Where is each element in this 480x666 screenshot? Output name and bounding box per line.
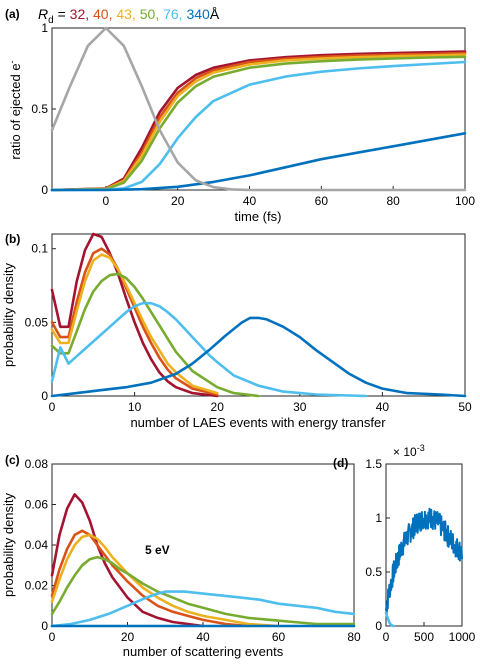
legend-separator: , [109,6,117,22]
legend-subscript: d [48,15,54,26]
legend-entry-340: 340 [186,6,210,22]
panel-c-xlabel: number of scattering events [123,644,284,659]
panel-d-ytick-label: 0 [375,619,382,633]
panel-b-plot: 0 10 20 30 40 50 0 0.05 0.1 [25,232,472,414]
panel-c-ytick-label: 0.02 [25,579,49,593]
legend-entry-40: 40 [93,6,109,22]
legend-separator: , [179,6,187,22]
panel-a-ytick-label: 0 [41,183,48,197]
panel-c-xtick-label: 60 [272,630,286,644]
panel-c-xtick-label: 40 [196,630,210,644]
panel-d-xtick-label: 1000 [449,630,476,644]
legend-entry-50: 50 [140,6,156,22]
panel-c-xtick-label: 80 [347,630,361,644]
panel-c-annotation: 5 eV [145,543,170,557]
panel-a: (a) Rd = 32, 40, 43, 50, 76, 340Å 0 20 40 6… [5,6,475,224]
legend: Rd = 32, 40, 43, 50, 76, 340Å [38,6,220,26]
panel-c-series-76 [50,590,356,628]
legend-equals: = [54,6,70,22]
legend-symbol: R [38,6,48,22]
panel-c-series-32 [50,493,205,628]
legend-separator: , [155,6,163,22]
panel-b-axes [51,233,466,397]
exponent-base: × 10 [393,445,417,459]
panel-c-series-43 [50,533,280,628]
panel-a-series-pulse [50,26,467,192]
panel-b-ytick-label: 0.1 [31,242,48,256]
panel-b-series-50 [50,272,260,398]
panel-b-xtick-label: 10 [128,400,142,414]
panel-d-exponent: × 10-3 [393,443,425,459]
panel-d-xtick-label: 500 [414,630,434,644]
panel-b-series-340 [50,316,467,398]
panel-d-ytick-label: 0.5 [365,565,382,579]
panel-a-plot: 0 20 40 60 80 100 0 0.5 1 [31,21,475,208]
panel-a-series-76 [50,60,467,192]
panel-a-xlabel: time (fs) [235,209,282,224]
panel-a-ytick-label: 1 [41,21,48,35]
exponent-power: -3 [417,443,425,453]
panel-d-axes [385,463,463,627]
panel-b-ytick-label: 0 [41,389,48,403]
panel-a-label: (a) [5,7,20,21]
panel-a-xtick-label: 100 [455,194,475,208]
panel-b-xtick-label: 50 [458,400,472,414]
legend-entry-32: 32 [70,6,86,22]
panel-b-xtick-label: 30 [293,400,307,414]
panel-c-plot: 0 20 40 60 80 0 0.02 0.04 0.06 0.08 [25,457,361,644]
panel-b-ylabel: probability density [1,262,16,367]
panel-c-ylabel: probability density [1,492,16,597]
panel-d-ytick-label: 1 [375,511,382,525]
panel-a-xtick-label: 40 [243,194,257,208]
panel-b-xtick-label: 40 [376,400,390,414]
panel-b: (b) 0 10 20 30 40 50 0 0.05 0.1 number of LAES e… [1,232,472,430]
legend-separator: , [132,6,140,22]
panel-d: (d) 0 500 1000 0 0.5 1 1.5 × 10-3 [333,443,476,644]
panel-c-ytick-label: 0 [41,619,48,633]
panel-b-ytick-label: 0.05 [25,315,49,329]
panel-b-xtick-label: 20 [211,400,225,414]
panel-a-ylabel: ratio of ejected e- [7,60,23,159]
panel-d-label: (d) [333,456,348,470]
ylabel-a-text: ratio of ejected e [8,63,23,159]
ylabel-a-sup: - [7,60,17,63]
panel-c-xtick-label: 20 [121,630,135,644]
panel-b-label: (b) [5,232,20,246]
panel-b-series-32 [50,232,219,398]
legend-entry-43: 43 [116,6,132,22]
panel-d-xtick-label: 0 [383,630,390,644]
panel-a-series-50 [50,55,467,192]
legend-unit: Å [210,6,220,22]
panel-a-series-32 [50,50,467,192]
panel-c-label: (c) [5,453,20,467]
legend-entry-76: 76 [163,6,179,22]
panel-a-xtick-label: 80 [386,194,400,208]
panel-a-series-340 [50,132,467,192]
panel-a-xtick-label: 0 [103,194,110,208]
panel-d-series-76 [384,611,395,628]
panel-c-ytick-label: 0.04 [25,538,49,552]
panel-d-ytick-label: 1.5 [365,457,382,471]
legend-separator: , [85,6,93,22]
panel-c-series-50 [50,555,356,626]
panel-a-xtick-label: 60 [315,194,329,208]
panel-c: (c) 0 20 40 60 80 0 0.02 0.04 0.06 0.08 5 eV numb… [1,453,361,659]
panel-c-ytick-label: 0.08 [25,457,49,471]
panel-c-series-40 [50,529,250,628]
panel-a-ytick-label: 0.5 [31,102,48,116]
panel-a-series-43 [50,53,467,192]
panel-b-xlabel: number of LAES events with energy transf… [130,415,386,430]
panel-d-plot: 0 500 1000 0 0.5 1 1.5 [365,457,475,644]
panel-b-xtick-label: 0 [49,400,56,414]
panel-b-series-76 [50,301,368,398]
panel-a-series-40 [50,51,467,192]
panel-c-ytick-label: 0.06 [25,498,49,512]
panel-d-series-340 [385,507,463,616]
panel-a-xtick-label: 20 [171,194,185,208]
panel-c-xtick-label: 0 [49,630,56,644]
